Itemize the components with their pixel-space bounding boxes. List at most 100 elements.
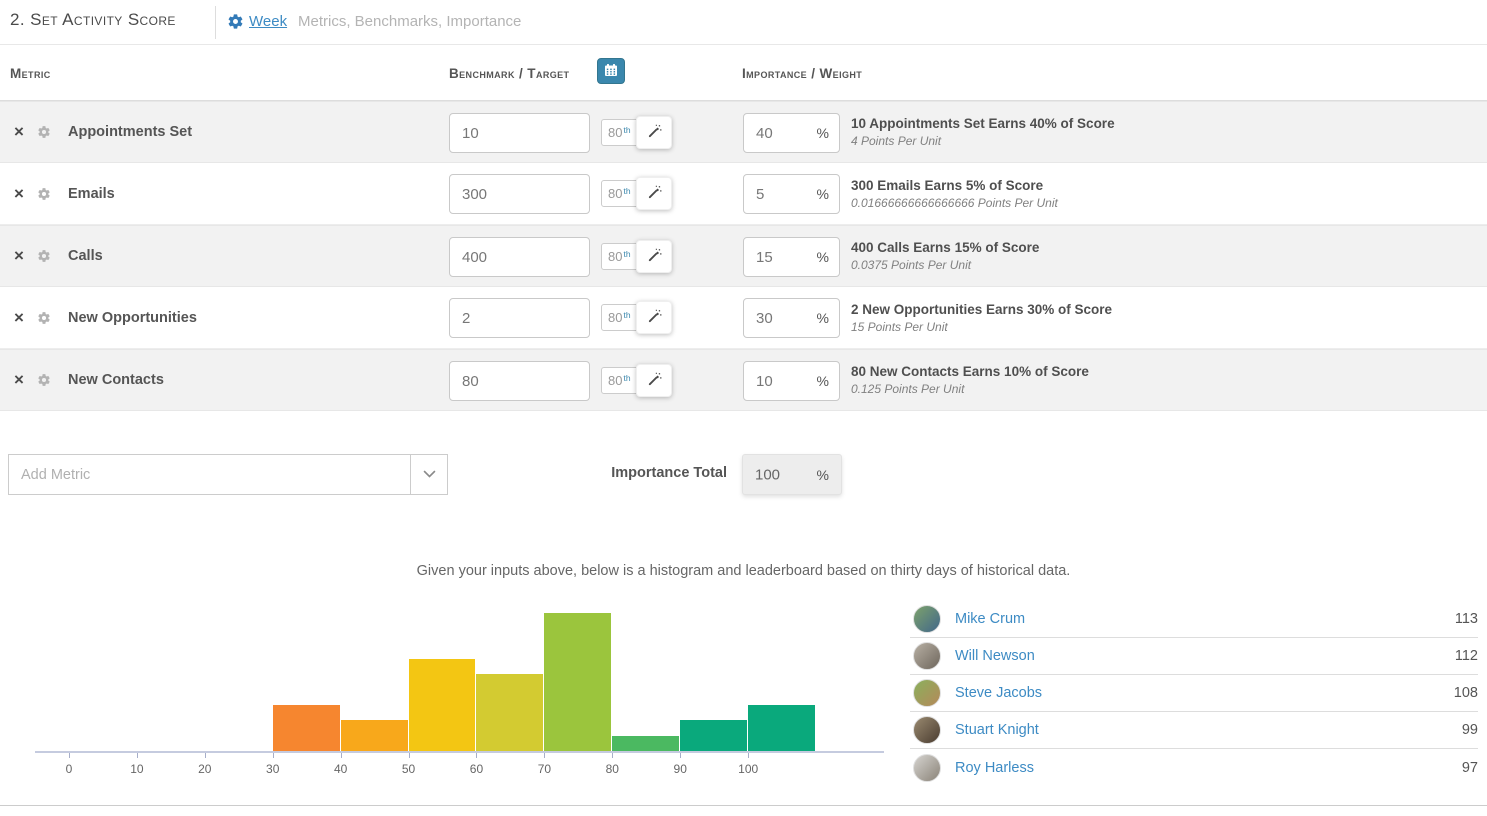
benchmark-input[interactable] — [449, 298, 590, 338]
metric-name: Appointments Set — [68, 124, 193, 140]
axis-tick-label: 10 — [130, 762, 144, 776]
benchmark-input[interactable] — [449, 174, 590, 214]
importance-input[interactable] — [743, 237, 840, 277]
histogram-bar — [476, 674, 544, 751]
importance-input[interactable] — [743, 174, 840, 214]
importance-total-box: 100 % — [742, 454, 842, 495]
metric-summary: 10 Appointments Set Earns 40% of Score — [851, 116, 1115, 131]
header-divider — [215, 6, 216, 39]
period-settings-gear-icon[interactable] — [227, 13, 244, 30]
metric-settings-gear-icon[interactable] — [37, 125, 51, 139]
axis-tick-label: 40 — [333, 762, 348, 776]
avatar — [913, 753, 941, 782]
axis-tick-label: 50 — [401, 762, 416, 776]
remove-metric-icon[interactable]: × — [14, 307, 24, 327]
remove-metric-icon[interactable]: × — [14, 121, 24, 141]
auto-benchmark-wand-button[interactable] — [636, 301, 672, 334]
axis-tick — [136, 753, 138, 758]
metric-settings-gear-icon[interactable] — [37, 187, 51, 201]
metric-table-header: Metric Benchmark / Target Importance / W… — [0, 45, 1487, 101]
points-per-unit: 4 Points Per Unit — [851, 134, 942, 148]
histogram-bar — [408, 659, 476, 751]
magic-wand-icon — [647, 248, 662, 266]
column-header-importance: Importance / Weight — [742, 66, 863, 81]
add-metric-control — [8, 454, 448, 495]
histogram-bar — [612, 736, 680, 751]
add-metric-dropdown-button[interactable] — [410, 454, 448, 495]
leaderboard-row: Steve Jacobs 108 — [910, 675, 1478, 712]
remove-metric-icon[interactable]: × — [14, 245, 24, 265]
avatar — [913, 642, 941, 670]
player-score: 99 — [1461, 722, 1478, 738]
axis-tick — [204, 753, 206, 758]
player-name-link[interactable]: Steve Jacobs — [955, 685, 1043, 701]
importance-input[interactable] — [743, 113, 840, 153]
leaderboard-row: Roy Harless 97 — [910, 749, 1478, 786]
period-link-week[interactable]: Week — [249, 13, 288, 30]
add-metric-input[interactable] — [8, 454, 410, 495]
percent-sign: % — [816, 186, 829, 202]
histogram-bar — [340, 720, 408, 751]
auto-benchmark-wand-button[interactable] — [636, 116, 672, 149]
add-metric-row: Importance Total 100 % — [0, 454, 1487, 495]
histogram-bar — [680, 720, 748, 751]
remove-metric-icon[interactable]: × — [14, 183, 24, 203]
percent-sign: % — [816, 373, 829, 389]
histogram-bar — [544, 613, 612, 751]
remove-metric-icon[interactable]: × — [14, 369, 24, 389]
chevron-down-icon — [423, 467, 436, 482]
results-section: 0 10 20 30 40 50 60 70 80 90 100 Mike Crum 113 Wil… — [0, 601, 1487, 791]
player-score: 108 — [1453, 685, 1478, 701]
axis-tick-label: 90 — [673, 762, 687, 776]
benchmark-input[interactable] — [449, 113, 590, 153]
avatar — [913, 679, 941, 707]
metric-settings-gear-icon[interactable] — [37, 311, 51, 325]
benchmark-calendar-button[interactable] — [597, 58, 625, 84]
metric-name: Calls — [68, 248, 103, 264]
section-header: 2. Set Activity Score Week Metrics, Benc… — [0, 0, 1487, 45]
leaderboard-row: Will Newson 112 — [910, 638, 1478, 675]
axis-tick-label: 0 — [65, 762, 73, 776]
importance-input[interactable] — [743, 298, 840, 338]
player-name-link[interactable]: Mike Crum — [955, 611, 1026, 627]
leaderboard: Mike Crum 113 Will Newson 112 Steve Jaco… — [910, 601, 1478, 786]
axis-tick — [272, 753, 274, 758]
score-histogram: 0 10 20 30 40 50 60 70 80 90 100 — [35, 611, 884, 783]
auto-benchmark-wand-button[interactable] — [636, 240, 672, 273]
benchmark-input[interactable] — [449, 361, 590, 401]
metric-settings-gear-icon[interactable] — [37, 249, 51, 263]
player-name-link[interactable]: Will Newson — [955, 648, 1035, 664]
benchmark-input[interactable] — [449, 237, 590, 277]
auto-benchmark-wand-button[interactable] — [636, 177, 672, 210]
axis-tick-label: 80 — [605, 762, 619, 776]
player-name-link[interactable]: Roy Harless — [955, 759, 1034, 776]
metric-name: New Opportunities — [68, 309, 197, 326]
percent-sign: % — [816, 249, 829, 265]
metric-description: 400 Calls Earns 15% of Score 0.0375 Poin… — [851, 240, 1039, 272]
axis-tick-label: 100 — [738, 762, 759, 776]
metric-summary: 300 Emails Earns 5% of Score — [851, 177, 1044, 193]
metric-name: Emails — [68, 185, 115, 202]
axis-tick — [612, 753, 614, 758]
importance-input[interactable] — [743, 361, 840, 401]
axis-tick — [68, 753, 70, 758]
axis-tick — [408, 753, 410, 758]
magic-wand-icon — [647, 124, 662, 142]
avatar — [913, 605, 941, 633]
column-header-benchmark: Benchmark / Target — [449, 66, 570, 81]
histogram-bar — [748, 705, 816, 751]
points-per-unit: 0.125 Points Per Unit — [851, 382, 965, 396]
importance-total-label: Importance Total — [611, 465, 727, 481]
header-subtitle: Metrics, Benchmarks, Importance — [298, 13, 522, 30]
player-name-link[interactable]: Stuart Knight — [955, 722, 1039, 738]
metric-settings-gear-icon[interactable] — [37, 373, 51, 387]
metric-description: 2 New Opportunities Earns 30% of Score 1… — [851, 302, 1112, 334]
magic-wand-icon — [647, 309, 662, 327]
auto-benchmark-wand-button[interactable] — [636, 364, 672, 397]
